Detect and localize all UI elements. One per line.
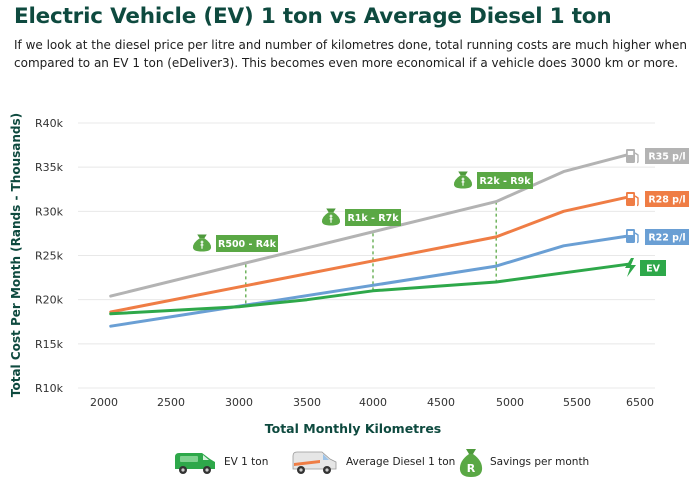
chart-subtitle: If we look at the diesel price per litre… [14, 38, 687, 70]
x-tick-label: 5500 [563, 396, 591, 409]
y-axis-ticks: R10k R15k R20k R25k R30k R35k R40k [35, 117, 64, 395]
series-end-label-box [645, 148, 689, 164]
series-end-label-text: R35 p/l [648, 152, 685, 163]
x-tick-label: 2000 [90, 396, 118, 409]
legend-item-diesel: Average Diesel 1 ton [290, 444, 455, 480]
line-chart: R10k R15k R20k R25k R30k R35k R40k 2000 2500 300… [9, 113, 689, 436]
x-axis-ticks: 2000 2500 3000 3500 4000 4500 5000 5500 6500 [90, 396, 654, 409]
savings-label-box [477, 172, 533, 189]
y-tick-label: R40k [35, 117, 64, 130]
chart-title: Electric Vehicle (EV) 1 ton vs Average D… [14, 4, 612, 29]
diesel-van-icon [292, 451, 337, 474]
x-tick-label: 3000 [225, 396, 253, 409]
y-tick-label: R15k [35, 338, 64, 351]
series-end-label-box [645, 191, 689, 207]
svg-text:R: R [467, 462, 476, 475]
series-end-label-box [640, 260, 666, 276]
series-end-label: R28 p/l [626, 191, 689, 207]
fuel-pump-icon [626, 229, 639, 244]
series-end-label-box [645, 229, 689, 245]
x-tick-label: 4000 [359, 396, 387, 409]
fuel-pump-icon [626, 192, 639, 207]
series-line [109, 262, 629, 316]
savings-annotation: R500 - R4k [192, 234, 278, 252]
y-tick-label: R35k [35, 161, 64, 174]
x-tick-label: 5000 [496, 396, 524, 409]
legend-item-ev: EV 1 ton [172, 444, 268, 480]
savings-label: R2k - R9k [479, 176, 531, 187]
savings-annotations: R500 - R4k R1k - R7k R2k - R9k [192, 171, 533, 252]
x-tick-label: 3500 [293, 396, 321, 409]
x-axis-label: Total Monthly Kilometres [265, 421, 442, 436]
money-bag-icon: R [459, 449, 483, 477]
money-bag-icon [192, 234, 212, 252]
legend-label-ev: EV 1 ton [224, 456, 269, 468]
x-tick-label: 2500 [157, 396, 185, 409]
savings-label: R500 - R4k [218, 239, 277, 250]
y-tick-label: R25k [35, 250, 64, 263]
fuel-pump-icon [626, 149, 639, 164]
y-tick-label: R30k [35, 205, 64, 218]
series-line [109, 195, 629, 314]
x-tick-label: 4500 [427, 396, 455, 409]
money-bag-icon [321, 208, 341, 226]
y-tick-label: R10k [35, 382, 64, 395]
series-end-label: R22 p/l [626, 229, 689, 245]
legend: EV 1 ton Average Diesel 1 ton R Savings … [0, 444, 700, 484]
savings-label-box [345, 209, 401, 226]
gridlines [78, 122, 655, 389]
legend-item-savings: R Savings per month [458, 444, 589, 480]
series-end-label-text: EV [646, 264, 660, 275]
y-axis-label: Total Cost Per Month (Rands - Thousands) [9, 113, 23, 397]
ev-van-icon [175, 453, 215, 474]
savings-label-box [216, 235, 278, 252]
series-lines [109, 153, 629, 328]
money-bag-icon [453, 171, 473, 189]
series-end-labels: R35 p/l R28 p/l R22 p/l EV [625, 148, 689, 277]
series-end-label: R35 p/l [626, 148, 689, 164]
legend-label-savings: Savings per month [490, 456, 590, 468]
x-tick-label: 6500 [626, 396, 654, 409]
series-end-label-text: R22 p/l [648, 233, 685, 244]
series-end-label-text: R28 p/l [648, 195, 685, 206]
savings-annotation: R2k - R9k [453, 171, 533, 189]
legend-label-diesel: Average Diesel 1 ton [346, 456, 456, 468]
series-line [109, 234, 629, 328]
y-tick-label: R20k [35, 294, 64, 307]
lightning-bolt-icon [625, 258, 636, 277]
savings-annotation: R1k - R7k [321, 208, 401, 226]
series-end-label: EV [625, 258, 666, 277]
savings-dashes [245, 201, 497, 307]
savings-label: R1k - R7k [347, 213, 399, 224]
